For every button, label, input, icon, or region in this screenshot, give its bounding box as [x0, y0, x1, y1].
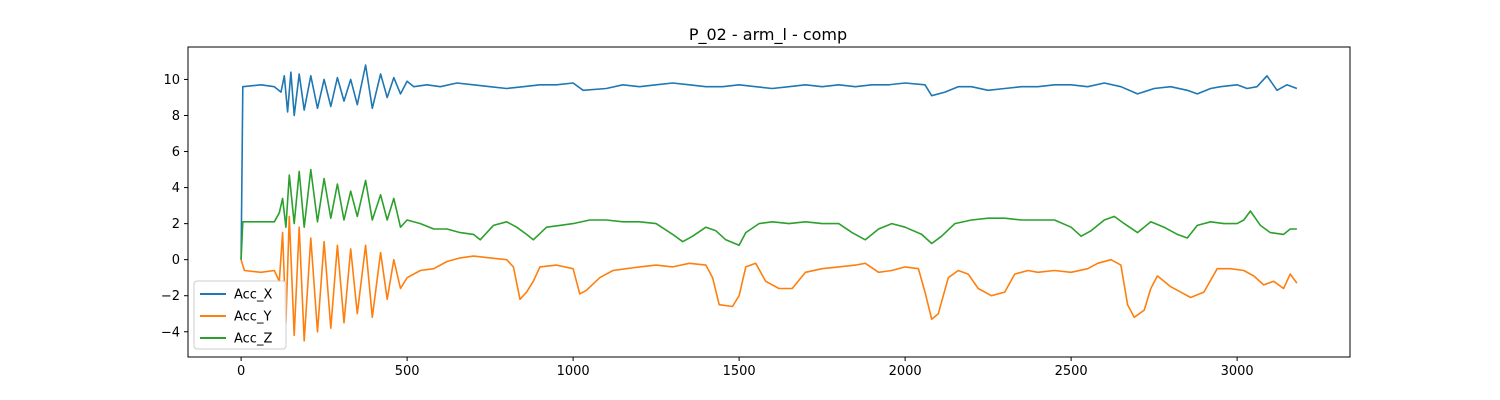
y-tick-label: 10: [163, 73, 180, 88]
chart-title: P_02 - arm_l - comp: [689, 25, 847, 45]
series-line-acc-x: [240, 64, 1298, 260]
y-tick-label: 8: [172, 109, 180, 124]
legend-box: [193, 280, 287, 350]
legend: Acc_X Acc_Y Acc_Z: [193, 280, 287, 350]
x-tick-label: 1500: [723, 364, 756, 379]
series-line-acc-y: [240, 215, 1298, 342]
plot-frame: [187, 46, 1351, 358]
y-tick-label: 4: [172, 181, 180, 196]
y-tick-label: −2: [161, 289, 180, 304]
x-tick-label: 2000: [889, 364, 922, 379]
x-tick-label: 500: [395, 364, 420, 379]
x-tick-label: 0: [237, 364, 245, 379]
series-line-acc-z: [240, 168, 1297, 260]
x-axis: 0 500 1000 1500 2000 2500 3000: [237, 357, 1254, 379]
y-tick-label: 2: [172, 217, 180, 232]
series-layer: [240, 64, 1298, 342]
y-tick-label: 0: [172, 253, 180, 268]
legend-entry: Acc_Z: [234, 332, 272, 347]
x-tick-label: 1000: [557, 364, 590, 379]
x-tick-label: 3000: [1221, 364, 1254, 379]
y-axis: −4 −2 0 2 4 6 8 10: [161, 73, 188, 340]
legend-entry: Acc_X: [234, 288, 272, 303]
legend-entry: Acc_Y: [234, 310, 271, 325]
y-tick-label: 6: [172, 145, 180, 160]
x-tick-label: 2500: [1055, 364, 1088, 379]
y-tick-label: −4: [161, 325, 180, 340]
